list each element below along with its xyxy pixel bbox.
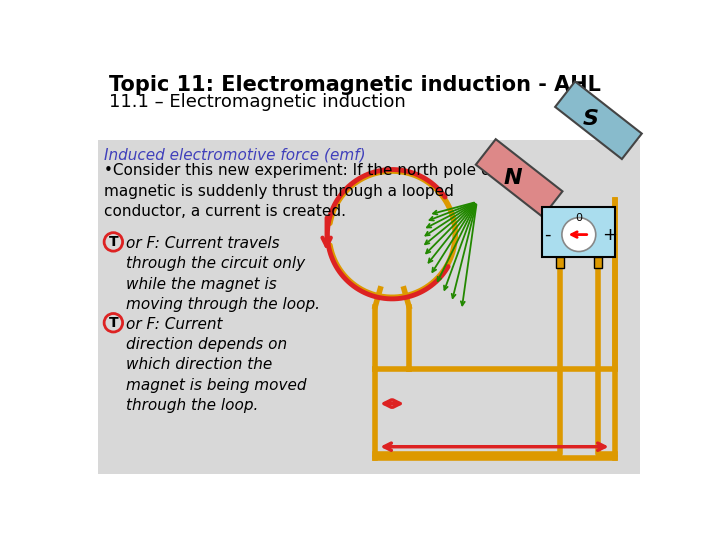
Text: S: S (582, 109, 599, 129)
Bar (98, 140, 640, 475)
Text: 11.1 – Electromagnetic induction: 11.1 – Electromagnetic induction (109, 92, 405, 111)
Text: +: + (603, 226, 618, 244)
Text: -: - (544, 226, 551, 244)
Bar (542, 207, 616, 257)
Bar (92, 65, 647, 140)
Text: 0: 0 (575, 213, 582, 222)
Text: T: T (109, 235, 118, 249)
Circle shape (562, 218, 595, 252)
Text: Induced electromotive force (emf): Induced electromotive force (emf) (104, 148, 366, 163)
Text: T: T (109, 316, 118, 330)
Bar (556, 257, 564, 268)
Polygon shape (476, 139, 562, 217)
Text: or F: Current
direction depends on
which direction the
magnet is being moved
thr: or F: Current direction depends on which… (126, 316, 306, 413)
Text: N: N (504, 168, 522, 188)
Polygon shape (555, 82, 642, 159)
Text: •Consider this new experiment: If the north pole of a
magnetic is suddenly thrus: •Consider this new experiment: If the no… (104, 164, 510, 219)
Text: or F: Current travels
through the circuit only
while the magnet is
moving throug: or F: Current travels through the circui… (126, 236, 320, 312)
Bar (594, 257, 601, 268)
Text: Topic 11: Electromagnetic induction - AHL: Topic 11: Electromagnetic induction - AH… (109, 75, 600, 95)
